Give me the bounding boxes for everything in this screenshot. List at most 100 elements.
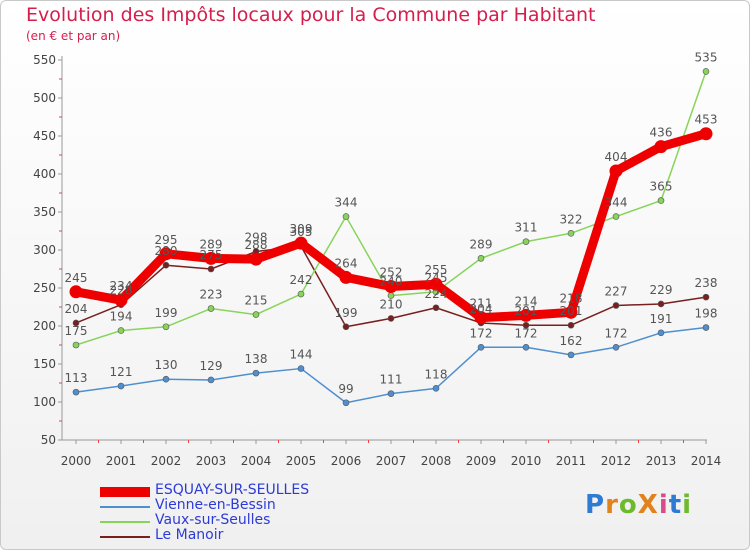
data-point: [162, 261, 170, 269]
data-label: 218: [560, 291, 583, 305]
data-point: [69, 285, 83, 299]
data-point: [297, 365, 305, 372]
y-tick-label: 400: [33, 167, 56, 181]
data-point: [522, 321, 530, 329]
data-label: 204: [470, 302, 493, 316]
chart-subtitle: (en € et par an): [26, 29, 121, 43]
legend-label: ESQUAY-SUR-SEULLES: [155, 482, 310, 498]
proxiti-logo: ProXiti: [585, 490, 693, 520]
data-label: 172: [515, 326, 538, 340]
data-point: [162, 323, 170, 331]
data-label: 344: [605, 196, 628, 210]
data-label: 223: [200, 288, 223, 302]
data-point: [72, 341, 80, 349]
data-label: 229: [650, 283, 673, 297]
data-point: [207, 376, 215, 384]
data-label: 288: [245, 238, 268, 252]
data-label: 227: [605, 284, 628, 298]
data-label: 309: [290, 222, 313, 236]
data-label: 201: [560, 304, 583, 318]
legend-label: Le Manoir: [155, 527, 224, 543]
data-point: [297, 290, 305, 298]
chart-title: Evolution des Impôts locaux pour la Comm…: [26, 4, 596, 26]
legend-swatch: [100, 521, 150, 523]
data-point: [567, 229, 575, 237]
data-point: [249, 252, 263, 266]
y-tick-label: 100: [33, 395, 56, 409]
data-label: 144: [290, 348, 313, 362]
data-point: [612, 343, 620, 351]
data-point: [207, 265, 215, 273]
data-label: 172: [470, 326, 493, 340]
data-label: 322: [560, 212, 583, 226]
data-point: [432, 385, 440, 392]
data-point: [657, 300, 665, 308]
data-label: 224: [425, 287, 448, 301]
data-label: 175: [65, 324, 88, 338]
data-label: 280: [155, 244, 178, 258]
data-label: 99: [338, 382, 353, 396]
data-label: 245: [65, 271, 88, 285]
data-label: 289: [200, 237, 223, 251]
data-label: 204: [65, 302, 88, 316]
data-label: 311: [515, 221, 538, 235]
data-point: [702, 293, 710, 301]
x-tick-label: 2000: [61, 454, 92, 468]
y-tick-label: 50: [41, 433, 56, 447]
data-label: 210: [380, 297, 403, 311]
data-point: [522, 238, 530, 245]
data-point: [117, 327, 125, 334]
data-point: [387, 315, 395, 322]
data-point: [609, 164, 623, 178]
data-label: 198: [695, 307, 718, 321]
data-point: [699, 127, 713, 141]
data-point: [612, 302, 620, 309]
data-label: 245: [425, 271, 448, 285]
x-tick-label: 2012: [601, 454, 632, 468]
data-label: 453: [695, 113, 718, 127]
legend-swatch: [100, 536, 150, 538]
data-point: [252, 311, 260, 318]
data-label: 215: [245, 294, 268, 308]
x-tick-label: 2008: [421, 454, 452, 468]
data-label: 365: [650, 180, 673, 194]
data-point: [114, 293, 128, 307]
data-point: [432, 304, 440, 312]
data-label: 255: [425, 263, 448, 277]
data-label: 214: [515, 294, 538, 308]
y-tick-label: 350: [33, 205, 56, 219]
data-point: [159, 247, 173, 261]
data-point: [72, 388, 80, 396]
x-tick-label: 2011: [556, 454, 587, 468]
data-point: [294, 236, 308, 250]
data-point: [519, 308, 533, 322]
data-point: [702, 68, 710, 75]
data-label: 199: [335, 306, 358, 320]
data-point: [72, 319, 80, 327]
data-point: [117, 382, 125, 390]
data-point: [477, 255, 485, 262]
data-point: [429, 277, 443, 291]
data-label: 264: [335, 256, 358, 270]
data-label: 305: [290, 225, 313, 239]
x-tick-label: 2013: [646, 454, 677, 468]
data-label: 111: [380, 373, 403, 387]
data-point: [567, 321, 575, 329]
data-label: 404: [605, 150, 628, 164]
data-point: [522, 343, 530, 351]
legend-swatch: [100, 487, 150, 497]
data-point: [342, 213, 350, 220]
data-point: [342, 399, 350, 407]
data-point: [387, 390, 395, 397]
x-tick-label: 2010: [511, 454, 542, 468]
data-label: 199: [155, 306, 178, 320]
data-point: [162, 375, 170, 383]
y-tick-label: 250: [33, 281, 56, 295]
x-tick-label: 2006: [331, 454, 362, 468]
data-label: 289: [470, 237, 493, 251]
legend-label: Vaux-sur-Seulles: [155, 512, 271, 528]
data-label: 436: [650, 126, 673, 140]
x-tick-label: 2009: [466, 454, 497, 468]
data-label: 211: [470, 297, 493, 311]
